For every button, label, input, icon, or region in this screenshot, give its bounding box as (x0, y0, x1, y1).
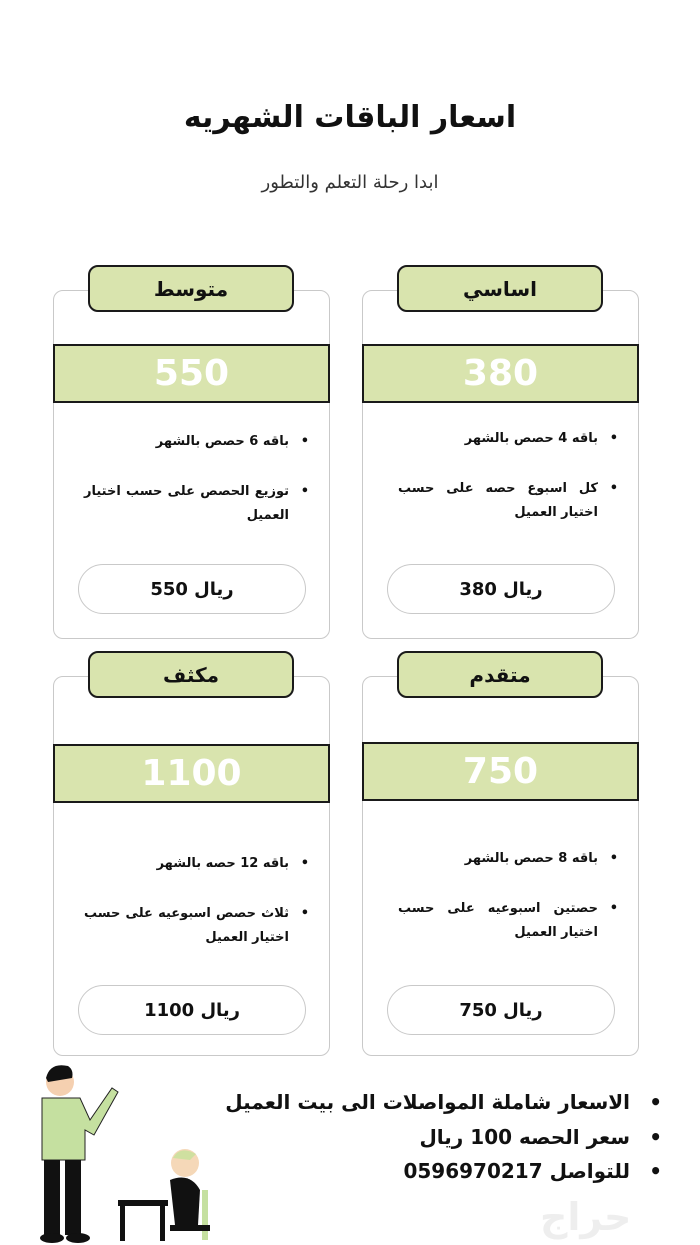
price-button[interactable]: ريال 750 (387, 985, 615, 1035)
notes-list: الاسعار شاملة المواصلات الى بيت العميل س… (225, 1090, 661, 1194)
feature-item: توزيع الحصص على حسب اختيار العميل (84, 480, 309, 528)
package-tab-basic: اساسي (397, 265, 603, 312)
feature-item: باقه 6 حصص بالشهر (84, 430, 309, 454)
feature-item: باقه 12 حصه بالشهر (84, 852, 309, 876)
feature-item: حصتين اسبوعيه على حسب اختيار العميل (398, 897, 618, 945)
price-band: 550 (53, 344, 330, 403)
note-item: للتواصل 0596970217 (225, 1159, 661, 1194)
package-card-medium: 550 باقه 6 حصص بالشهر توزيع الحصص على حس… (53, 290, 330, 639)
package-card-basic: 380 باقه 4 حصص بالشهر كل اسبوع حصه على ح… (362, 290, 639, 639)
price-band: 1100 (53, 744, 330, 803)
package-card-intensive: 1100 باقه 12 حصه بالشهر ثلاث حصص اسبوعيه… (53, 676, 330, 1056)
feature-item: ثلاث حصص اسبوعيه على حسب اختيار العميل (84, 902, 309, 950)
feature-item: باقه 4 حصص بالشهر (398, 427, 618, 451)
page-subtitle: ابدا رحلة التعلم والتطور (261, 172, 439, 193)
package-tab-medium: متوسط (88, 265, 294, 312)
teacher-student-illustration (40, 1065, 210, 1243)
price-button[interactable]: ريال 550 (78, 564, 306, 614)
price-band: 750 (362, 742, 639, 801)
price-band: 380 (362, 344, 639, 403)
watermark-logo: حراج (540, 1195, 632, 1239)
price-button[interactable]: ريال 1100 (78, 985, 306, 1035)
package-card-advanced: 750 باقه 8 حصص بالشهر حصتين اسبوعيه على … (362, 676, 639, 1056)
price-button[interactable]: ريال 380 (387, 564, 615, 614)
note-item: سعر الحصه 100 ريال (225, 1125, 661, 1160)
package-tab-advanced: متقدم (397, 651, 603, 698)
note-item: الاسعار شاملة المواصلات الى بيت العميل (225, 1090, 661, 1125)
page-title: اسعار الباقات الشهريه (183, 100, 517, 135)
feature-item: كل اسبوع حصه على حسب اختيار العميل (398, 477, 618, 525)
feature-item: باقه 8 حصص بالشهر (398, 847, 618, 871)
package-tab-intensive: مكثف (88, 651, 294, 698)
